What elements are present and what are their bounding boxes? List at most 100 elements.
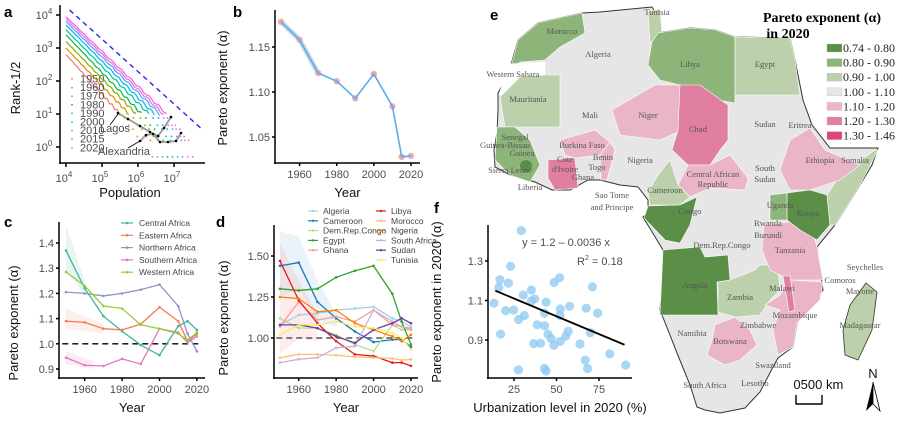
- data-point: [278, 295, 282, 299]
- legend-label-Tunisia: Tunisia: [391, 255, 418, 265]
- north-label: N: [868, 366, 877, 381]
- scatter-point: [532, 320, 542, 330]
- legend-label-2000: 2000: [80, 117, 104, 129]
- north-arrow-icon-half: [872, 381, 881, 413]
- regression-line: [494, 289, 625, 346]
- legend-label-Egypt: Egypt: [323, 235, 345, 245]
- scatter-point: [495, 329, 506, 339]
- data-point: [297, 358, 301, 361]
- y-tick-exponent: 4: [48, 7, 53, 16]
- data-point: [195, 331, 199, 334]
- data-point: [64, 356, 68, 359]
- country-label: Madagascar: [839, 320, 880, 330]
- country-madagascar: [842, 282, 878, 361]
- city-dot: [148, 128, 151, 131]
- y-tick-label: 1.00: [248, 333, 269, 345]
- city-dot: [167, 124, 170, 127]
- y-tick-label: 1.2: [39, 288, 54, 300]
- x-tick-label: 1980: [324, 384, 348, 396]
- reference-dashed-line: [69, 9, 204, 131]
- country-label: Mayotte: [846, 286, 875, 296]
- country-label: Republic: [698, 179, 729, 189]
- scatter-point: [564, 301, 575, 311]
- y-tick-label: 1.25: [248, 292, 269, 304]
- legend-marker: [379, 249, 383, 252]
- y-tick-exponent: 3: [48, 40, 53, 49]
- panel-label-c: c: [4, 214, 12, 231]
- scatter-point: [541, 297, 551, 307]
- legend-dot-1980: [71, 103, 73, 106]
- x-axis-label: Year: [119, 400, 146, 415]
- panel-label-b: b: [233, 4, 242, 21]
- city-dot: [170, 135, 173, 138]
- data-point: [372, 326, 375, 330]
- data-point: [334, 339, 338, 343]
- scatter-point: [554, 273, 565, 283]
- y-tick-label: 104: [36, 7, 53, 22]
- data-point: [297, 323, 301, 327]
- panel-c-regional-pareto: Central Africa Eastern Africa Northern Afr…: [6, 218, 209, 415]
- city-dot: [166, 117, 169, 119]
- city-dot: [161, 124, 164, 127]
- city-dot: [175, 128, 178, 131]
- x-tick-label: 2020: [185, 384, 209, 396]
- data-point: [83, 363, 86, 367]
- data-point: [334, 276, 338, 279]
- country-label: Sudan: [754, 174, 776, 184]
- scatter-point: [509, 305, 519, 315]
- legend-swatch-0: [826, 43, 843, 53]
- country-malawi: [782, 275, 796, 313]
- largest-city-dot: [151, 156, 154, 158]
- country-label: Tunisia: [644, 7, 669, 17]
- scatter-point: [489, 298, 499, 308]
- scatter-point: [530, 294, 540, 304]
- legend-class-label: 0.90 - 1.00: [843, 70, 895, 84]
- country-label: Chad: [689, 124, 708, 134]
- scatter-point: [583, 363, 593, 374]
- y-tick-label: 1.4: [39, 238, 54, 250]
- country-label: Swaziland: [755, 360, 791, 370]
- largest-city-dot: [171, 156, 174, 158]
- data-point: [83, 287, 86, 290]
- north-arrow-icon: [866, 382, 873, 411]
- legend-marker: [311, 209, 315, 213]
- x-axis-label: Year: [333, 400, 360, 415]
- legend-marker: [125, 221, 129, 225]
- y-tick-label: 1.1: [39, 314, 54, 326]
- legend-class-label: 1.20 - 1.30: [843, 114, 895, 128]
- legend-label-1960: 1960: [80, 82, 104, 94]
- city-dot: [153, 128, 156, 131]
- city-trajectory-point: [158, 140, 162, 144]
- scatter-point: [535, 338, 546, 348]
- data-point: [102, 314, 105, 318]
- city-dot: [166, 128, 169, 131]
- panel-f-urbanization-scatter: y = 1.2 – 0.0036 x R2 = 0.18 25 50 75 0.9 1.1 1…: [429, 221, 647, 415]
- country-sierra-leone: [520, 160, 532, 172]
- data-point: [186, 332, 189, 336]
- scatter-point: [501, 305, 511, 316]
- legend-label-1990: 1990: [80, 108, 104, 120]
- data-point: [390, 321, 394, 325]
- legend-label-Libya: Libya: [391, 206, 412, 216]
- map-legend-subtitle: in 2020: [766, 27, 809, 42]
- data-point: [409, 364, 413, 368]
- data-point: [334, 320, 338, 323]
- legend-dot-1990: [71, 112, 73, 115]
- data-point: [278, 264, 282, 268]
- series-line-2010: [65, 21, 161, 116]
- country-label: Namibia: [677, 328, 706, 338]
- country-label: Somalia: [841, 155, 869, 165]
- scale-bar-zero: 0: [793, 377, 800, 392]
- y-tick-label: 1.1: [468, 296, 483, 308]
- y-axis-label: Pareto exponent in 2020 (α): [429, 221, 444, 382]
- country-label: Tanzania: [775, 245, 806, 255]
- legend-class-label: 1.00 - 1.10: [843, 85, 895, 99]
- country-label: Ethiopia: [806, 155, 835, 165]
- country-label: Cameroon: [647, 185, 683, 195]
- data-point: [139, 288, 143, 291]
- country-label: Malawi: [769, 283, 796, 293]
- legend-dot-1960: [71, 86, 73, 89]
- panel-label-d: d: [216, 214, 225, 231]
- data-point: [186, 341, 189, 344]
